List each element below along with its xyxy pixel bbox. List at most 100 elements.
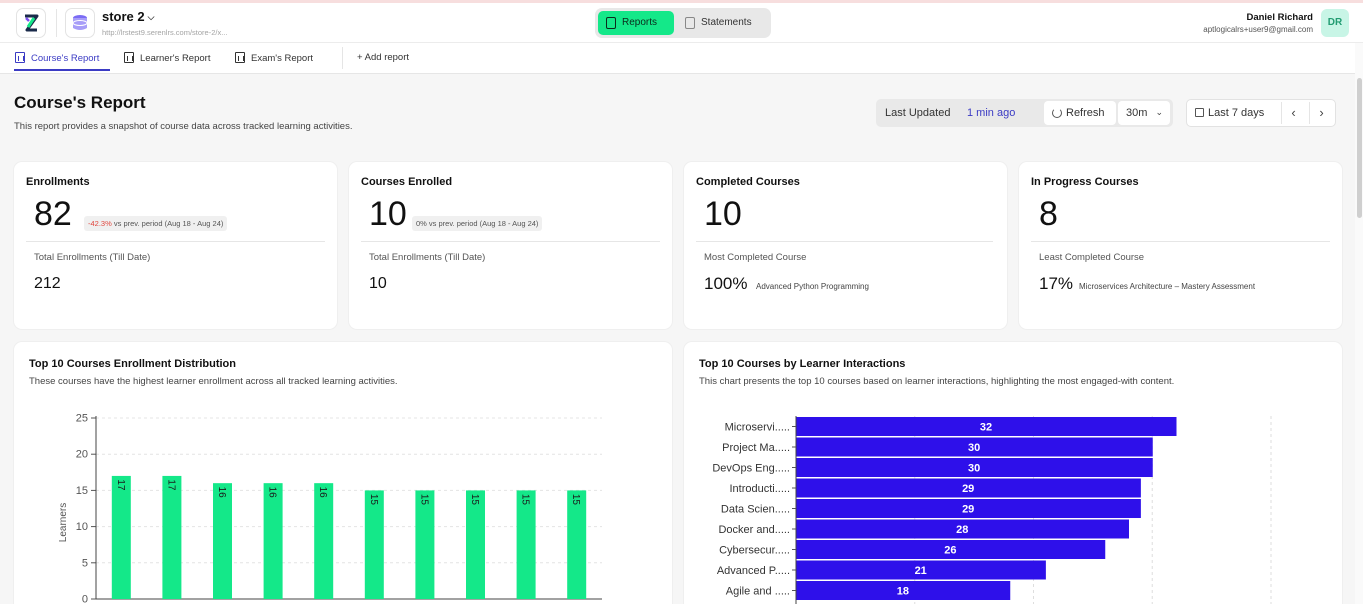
category-label: Introducti..... <box>729 483 790 495</box>
kpi-sub-label: Total Enrollments (Till Date) <box>34 252 151 263</box>
kpi-title: Enrollments <box>26 176 90 188</box>
category-label: Data Scien..... <box>721 504 790 516</box>
in-progress-courses-card: In Progress Courses 8 Least Completed Co… <box>1019 162 1342 329</box>
bar-value-label: 28 <box>956 524 968 536</box>
bar-value-label: 21 <box>915 565 927 577</box>
tab-reports[interactable]: Reports <box>598 11 674 35</box>
kpi-title: In Progress Courses <box>1031 176 1139 188</box>
tab-course-report[interactable]: Course's Report <box>15 52 99 64</box>
bar[interactable] <box>364 490 384 599</box>
tab-exam-report-label: Exam's Report <box>251 53 314 64</box>
bar-value-label: 29 <box>962 504 974 516</box>
kpi-sub-value: 212 <box>34 275 61 292</box>
refresh-interval-select[interactable]: 30m ⌄ <box>1118 101 1170 125</box>
tab-learner-report[interactable]: Learner's Report <box>124 52 210 64</box>
scrollbar-thumb[interactable] <box>1357 78 1362 218</box>
enrollment-distribution-card: Top 10 Courses Enrollment Distribution T… <box>14 342 672 604</box>
y-tick-label: 0 <box>82 594 88 604</box>
card-divider <box>696 241 993 242</box>
last-updated-value: 1 min ago <box>967 107 1016 119</box>
bar[interactable] <box>796 417 1177 436</box>
refresh-button[interactable]: Refresh <box>1044 101 1116 125</box>
kpi-value: 10 <box>704 195 742 233</box>
refresh-icon <box>1052 108 1062 118</box>
tab-reports-label: Reports <box>622 17 658 28</box>
store-selector[interactable]: store 2 ⌵ <box>102 9 154 24</box>
chart-title: Top 10 Courses Enrollment Distribution <box>29 358 236 370</box>
kpi-sub-label: Most Completed Course <box>704 252 807 263</box>
tab-course-report-label: Course's Report <box>31 53 100 64</box>
date-range-picker[interactable]: Last 7 days ‹ › <box>1186 99 1336 127</box>
courses-enrolled-card: Courses Enrolled 10 0% vs prev. period (… <box>349 162 672 329</box>
bar[interactable] <box>162 475 182 599</box>
enrollments-card: Enrollments 82 -42.3% vs prev. period (A… <box>14 162 337 329</box>
bar[interactable] <box>263 483 283 599</box>
kpi-title: Completed Courses <box>696 176 800 188</box>
bar[interactable] <box>796 581 1011 600</box>
date-range[interactable]: Last 7 days <box>1195 107 1264 119</box>
card-divider <box>1031 241 1330 242</box>
bar[interactable] <box>567 490 587 599</box>
tab-statements-label: Statements <box>701 17 752 28</box>
learner-interactions-card: Top 10 Courses by Learner Interactions T… <box>684 342 1342 604</box>
chevron-down-icon: ⌵ <box>147 12 155 22</box>
store-url: http://lrstest9.serenlrs.com/store-2/x..… <box>102 28 228 37</box>
tab-statements[interactable]: Statements <box>677 11 767 35</box>
user-name: Daniel Richard <box>1246 12 1313 23</box>
app-logo[interactable] <box>16 8 46 38</box>
bar[interactable] <box>111 475 131 599</box>
bar[interactable] <box>796 437 1153 457</box>
top-accent-line <box>0 0 1363 3</box>
bar-chart-icon <box>124 52 134 63</box>
card-divider <box>361 241 660 242</box>
bar-value-label: 15 <box>520 494 531 506</box>
chart-title: Top 10 Courses by Learner Interactions <box>699 358 906 370</box>
kpi-value: 8 <box>1039 195 1058 233</box>
avatar[interactable]: DR <box>1321 9 1349 37</box>
page-title: Course's Report <box>14 93 146 112</box>
next-range-button[interactable]: › <box>1309 102 1333 124</box>
bar[interactable] <box>796 540 1106 559</box>
tab-exam-report[interactable]: Exam's Report <box>235 52 313 64</box>
bar-value-label: 17 <box>165 479 176 491</box>
chevron-down-icon: ⌄ <box>1155 107 1164 117</box>
bar[interactable] <box>796 478 1141 498</box>
y-tick-label: 20 <box>76 449 88 461</box>
bar[interactable] <box>213 483 232 599</box>
bar-value-label: 29 <box>962 483 974 495</box>
scrollbar-track[interactable] <box>1355 43 1363 604</box>
bar[interactable] <box>796 499 1141 518</box>
bar-value-label: 16 <box>317 487 328 499</box>
change-chip: -42.3% vs prev. period (Aug 18 - Aug 24) <box>84 216 228 231</box>
prev-range-button[interactable]: ‹ <box>1281 102 1305 124</box>
kpi-title: Courses Enrolled <box>361 176 453 188</box>
view-switcher: Reports Statements <box>595 8 771 38</box>
y-tick-label: 10 <box>76 521 88 533</box>
bar-chart-icon <box>235 52 245 63</box>
bar[interactable] <box>796 560 1046 580</box>
course-name: Advanced Python Programming <box>756 282 869 291</box>
page-description: This report provides a snapshot of cours… <box>14 121 353 132</box>
category-label: Advanced P..... <box>717 565 790 577</box>
kpi-value: 82 <box>34 195 72 233</box>
bar[interactable] <box>796 519 1130 539</box>
bar[interactable] <box>314 483 334 599</box>
add-report-button[interactable]: + Add report <box>357 52 410 63</box>
bar-value-label: 15 <box>570 494 581 506</box>
category-label: Project Ma..... <box>722 442 790 454</box>
interval-value: 30m <box>1126 107 1148 119</box>
bar-value-label: 15 <box>368 494 379 506</box>
bar-value-label: 30 <box>968 442 980 454</box>
completed-courses-card: Completed Courses 10 Most Completed Cour… <box>684 162 1007 329</box>
bar[interactable] <box>516 490 536 599</box>
bar-value-label: 16 <box>267 487 278 499</box>
y-axis-label: Learners <box>58 503 69 542</box>
kpi-sub-label: Total Enrollments (Till Date) <box>369 252 486 263</box>
kpi-percentage: 100% <box>704 274 748 293</box>
bar-value-label: 15 <box>418 494 429 506</box>
bar[interactable] <box>466 490 485 599</box>
date-range-label: Last 7 days <box>1208 107 1265 119</box>
bar[interactable] <box>796 458 1153 477</box>
header-divider <box>56 9 57 37</box>
bar[interactable] <box>415 490 435 599</box>
